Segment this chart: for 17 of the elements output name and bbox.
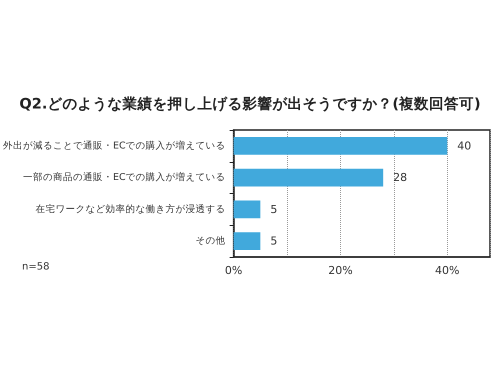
y-tick-label: 在宅ワークなど効率的な働き方が浸透する — [36, 202, 226, 215]
text: n=58 — [22, 262, 50, 272]
x-tick-label: 40% — [435, 264, 460, 277]
data-label: 40 — [457, 139, 472, 152]
bar — [234, 232, 260, 250]
bar — [234, 168, 384, 187]
data-label: 5 — [270, 234, 278, 248]
y-tick-label: その他 — [196, 234, 226, 247]
y-tick-label: 外出が減ることで通販・ECでの購入が増えている — [2, 139, 226, 152]
data-label: 5 — [270, 202, 278, 216]
bar — [234, 200, 260, 218]
chart-title: Q2.どのような業績を押し上げる影響が出そうですか？(複数回答可) — [19, 96, 481, 112]
y-tick-label: 一部の商品の通販・ECでの購入が増えている — [22, 171, 226, 184]
x-tick-label: 0% — [224, 264, 242, 277]
bar — [234, 136, 448, 155]
data-label: 28 — [393, 171, 408, 184]
x-tick-label: 20% — [328, 264, 353, 277]
